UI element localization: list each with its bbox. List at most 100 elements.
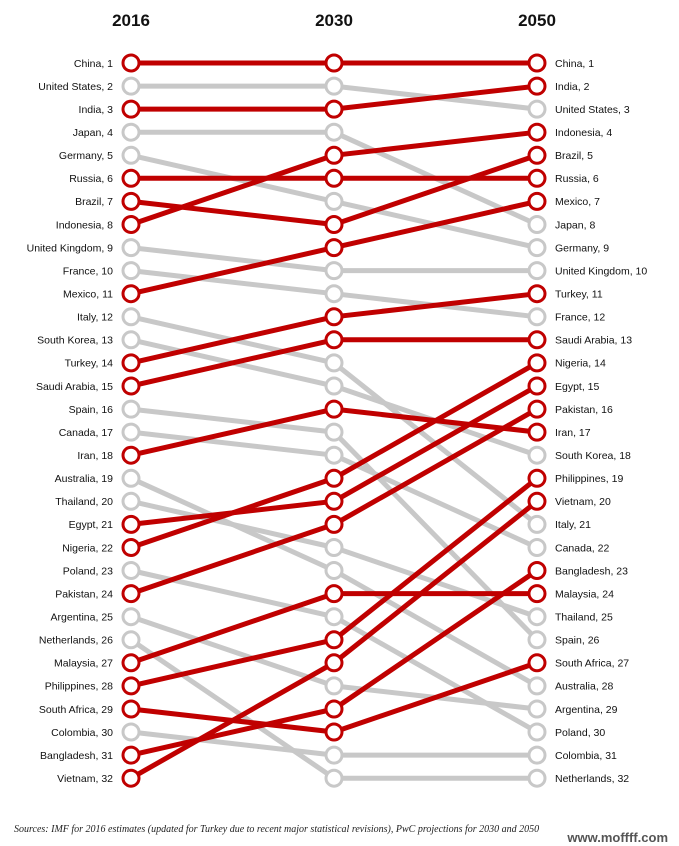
rank-marker-2016-21 <box>121 514 141 534</box>
label-2016-11: Mexico, 11 <box>63 289 113 301</box>
label-2016-27: Malaysia, 27 <box>54 658 113 670</box>
rank-marker-2030-12 <box>324 307 344 327</box>
rank-marker-2030-20 <box>324 491 344 511</box>
rank-marker-2016-29 <box>121 699 141 719</box>
rank-marker-2030-32 <box>324 768 344 788</box>
label-2016-32: Vietnam, 32 <box>57 773 113 785</box>
label-2050-17: Iran, 17 <box>555 427 591 439</box>
rank-marker-2050-4 <box>527 122 547 142</box>
rank-marker-2030-8 <box>324 215 344 234</box>
label-2016-9: United Kingdom, 9 <box>27 242 114 254</box>
label-2016-8: Indonesia, 8 <box>56 219 113 231</box>
label-2016-19: Australia, 19 <box>55 473 114 485</box>
rank-marker-2030-24 <box>324 584 344 604</box>
rank-marker-2050-26 <box>527 630 547 650</box>
rank-marker-2016-19 <box>121 468 141 488</box>
rank-marker-2030-18 <box>324 445 344 465</box>
rank-marker-2016-6 <box>121 168 141 188</box>
label-2050-29: Argentina, 29 <box>555 704 618 716</box>
rank-marker-2030-17 <box>324 422 344 442</box>
rank-marker-2016-13 <box>121 330 141 350</box>
rank-markers <box>121 53 547 788</box>
label-2016-3: India, 3 <box>79 104 114 116</box>
label-2016-13: South Korea, 13 <box>37 335 113 347</box>
rank-marker-2050-19 <box>527 468 547 488</box>
rank-marker-2016-10 <box>121 261 141 281</box>
rank-marker-2050-3 <box>527 99 547 119</box>
rank-marker-2030-9 <box>324 238 344 258</box>
rank-marker-2016-17 <box>121 422 141 442</box>
rank-marker-2016-24 <box>121 584 141 604</box>
rank-marker-2050-11 <box>527 284 547 304</box>
label-2050-14: Nigeria, 14 <box>555 358 606 370</box>
label-2016-23: Poland, 23 <box>63 565 113 577</box>
label-2016-4: Japan, 4 <box>73 127 113 139</box>
rank-marker-2016-3 <box>121 99 141 119</box>
label-2050-16: Pakistan, 16 <box>555 404 613 416</box>
rank-marker-2016-5 <box>121 145 141 165</box>
label-2016-6: Russia, 6 <box>69 173 113 185</box>
rank-marker-2016-31 <box>121 745 141 765</box>
label-2050-25: Thailand, 25 <box>555 612 613 624</box>
label-2016-29: South Africa, 29 <box>39 704 113 716</box>
label-2050-20: Vietnam, 20 <box>555 496 611 508</box>
rank-marker-2050-14 <box>527 353 547 373</box>
rank-marker-2016-1 <box>121 53 141 73</box>
rank-marker-2030-30 <box>324 722 344 742</box>
rank-marker-2030-4 <box>324 122 344 142</box>
label-2016-20: Thailand, 20 <box>55 496 113 508</box>
rank-marker-2016-30 <box>121 722 141 742</box>
rank-marker-2016-23 <box>121 561 141 580</box>
label-2016-10: France, 10 <box>63 265 113 277</box>
rank-marker-2050-28 <box>527 676 547 696</box>
rank-marker-2016-12 <box>121 307 141 327</box>
labels-2050: China, 1 India, 2 United States, 3 Indonesi… <box>555 58 647 785</box>
label-2050-11: Turkey, 11 <box>555 289 603 301</box>
label-2050-4: Indonesia, 4 <box>555 127 612 139</box>
rank-marker-2050-12 <box>527 307 547 327</box>
label-2050-3: United States, 3 <box>555 104 630 116</box>
label-2050-31: Colombia, 31 <box>555 750 617 762</box>
label-2050-6: Russia, 6 <box>555 173 599 185</box>
label-2016-18: Iran, 18 <box>77 450 113 462</box>
label-2050-8: Japan, 8 <box>555 219 595 231</box>
rank-marker-2030-11 <box>324 284 344 304</box>
rank-marker-2050-25 <box>527 607 547 627</box>
label-2016-1: China, 1 <box>74 58 113 70</box>
label-2050-27: South Africa, 27 <box>555 658 629 670</box>
label-2050-19: Philippines, 19 <box>555 473 623 485</box>
label-2050-18: South Korea, 18 <box>555 450 631 462</box>
rank-marker-2050-18 <box>527 445 547 465</box>
label-2050-7: Mexico, 7 <box>555 196 600 208</box>
rank-marker-2016-20 <box>121 491 141 511</box>
rank-marker-2050-15 <box>527 376 547 396</box>
label-2016-14: Turkey, 14 <box>65 358 114 370</box>
rank-marker-2050-16 <box>527 399 547 419</box>
label-2016-21: Egypt, 21 <box>69 519 114 531</box>
rank-marker-2050-32 <box>527 768 547 788</box>
rank-marker-2030-21 <box>324 514 344 534</box>
rank-marker-2016-25 <box>121 607 141 627</box>
rank-marker-2030-25 <box>324 607 344 627</box>
rank-marker-2016-26 <box>121 630 141 650</box>
label-2050-9: Germany, 9 <box>555 242 609 254</box>
rank-marker-2050-30 <box>527 722 547 742</box>
label-2016-26: Netherlands, 26 <box>39 635 113 647</box>
year-header-2030: 2030 <box>315 11 353 30</box>
rank-marker-2050-6 <box>527 168 547 188</box>
label-2016-2: United States, 2 <box>38 81 113 93</box>
rank-marker-2016-15 <box>121 376 141 396</box>
rank-marker-2016-14 <box>121 353 141 373</box>
year-header-2016: 2016 <box>112 11 150 30</box>
label-2050-24: Malaysia, 24 <box>555 588 614 600</box>
rank-marker-2016-28 <box>121 676 141 696</box>
label-2016-5: Germany, 5 <box>59 150 113 162</box>
label-2016-15: Saudi Arabia, 15 <box>36 381 113 393</box>
labels-2016: China, 1 United States, 2 India, 3 Japan, 4… <box>27 58 114 785</box>
rank-marker-2030-13 <box>324 330 344 350</box>
label-2050-12: France, 12 <box>555 312 605 324</box>
rank-marker-2030-19 <box>324 468 344 488</box>
rank-marker-2030-26 <box>324 630 344 650</box>
label-2050-1: China, 1 <box>555 58 594 70</box>
